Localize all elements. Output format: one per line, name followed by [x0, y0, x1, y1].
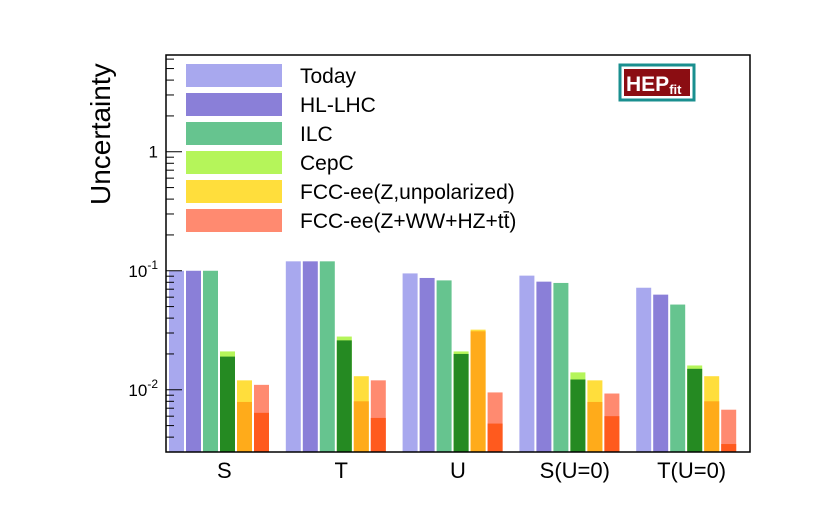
plot-frame [165, 54, 751, 453]
legend-label-0: Today [300, 65, 357, 88]
bar-2-2 [436, 280, 452, 452]
legend-swatch-1 [186, 93, 282, 116]
x-tick-label-1: T [334, 458, 347, 483]
bars-layer [169, 261, 737, 452]
bar-overlay-3-2 [453, 353, 469, 452]
bar-1-2 [419, 277, 435, 452]
x-tick-label-0: S [217, 458, 232, 483]
bar-overlay-5-4 [721, 444, 737, 452]
hepfit-logo-text: HEPfit [626, 73, 682, 97]
bar-overlay-4-3 [587, 401, 603, 452]
bar-1-4 [653, 294, 669, 452]
bar-overlay-4-4 [704, 401, 720, 452]
y-tick-label-0: 10-2 [128, 377, 158, 400]
bar-overlay-3-3 [570, 379, 586, 452]
x-tick-label-2: U [450, 458, 466, 483]
bar-1-0 [186, 270, 201, 452]
legend-label-1: HL-LHC [300, 94, 376, 117]
legend-swatch-3 [186, 151, 282, 174]
legend-label-2: ILC [300, 123, 333, 146]
y-tick-label-2: 10-1 [128, 258, 158, 281]
bar-overlay-5-2 [487, 423, 503, 452]
legend-swatch-2 [186, 122, 282, 145]
y-axis: 10-2 1 10-1 [128, 58, 182, 453]
x-tick-label-4: T(U=0) [657, 458, 726, 483]
legend-label-5: FCC-ee(Z+WW+HZ+tt̄) [300, 210, 516, 233]
y-tick-label-1: 1 [149, 143, 158, 162]
bar-overlay-5-3 [604, 416, 620, 452]
bar-overlay-4-0 [237, 401, 252, 452]
bar-0-2 [402, 273, 418, 452]
bar-overlay-5-0 [254, 412, 269, 452]
bar-overlay-3-1 [336, 340, 352, 452]
x-tick-label-3: S(U=0) [540, 458, 610, 483]
bar-0-1 [285, 261, 301, 452]
bar-1-3 [536, 281, 552, 452]
bar-overlay-4-2 [470, 331, 486, 452]
x-axis: S T U S(U=0) T(U=0) [217, 458, 726, 483]
bar-2-1 [319, 261, 335, 452]
legend-swatch-0 [186, 64, 282, 87]
legend-swatch-5 [186, 209, 282, 232]
bar-2-4 [670, 304, 686, 452]
bar-overlay-3-4 [687, 368, 703, 452]
bar-5-4 [721, 409, 737, 452]
bar-0-4 [636, 287, 652, 452]
legend-label-4: FCC-ee(Z,unpolarized) [300, 181, 515, 204]
legend-label-3: CepC [300, 152, 354, 175]
bar-overlay-5-1 [370, 417, 386, 452]
hepfit-logo: HEPfit [618, 63, 696, 102]
bar-0-3 [519, 275, 535, 452]
bar-2-0 [203, 270, 218, 452]
bar-0-0 [169, 270, 184, 452]
y-axis-title: Uncertainty [85, 63, 116, 205]
legend: Today HL-LHC ILC CepC FCC-ee(Z,unpolarized) F… [186, 64, 516, 233]
bar-2-3 [553, 282, 569, 452]
legend-swatch-4 [186, 180, 282, 203]
hepfit-logo-fill [624, 69, 690, 96]
bar-1-1 [302, 261, 318, 452]
bar-overlay-3-0 [220, 356, 235, 452]
bar-overlay-4-1 [353, 401, 369, 452]
